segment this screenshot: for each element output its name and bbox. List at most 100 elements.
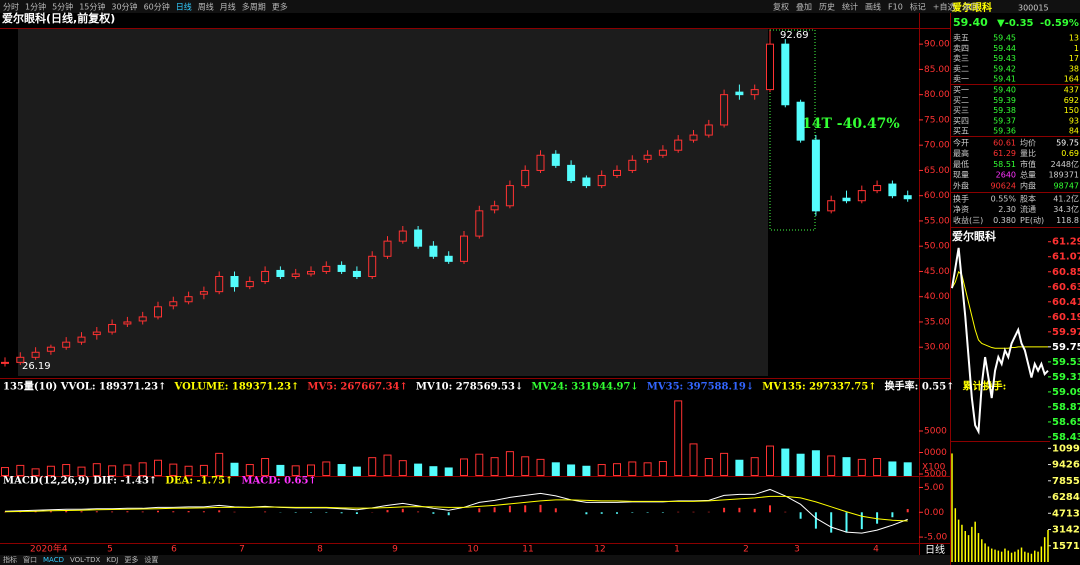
book-volume: 1 bbox=[1074, 44, 1079, 53]
tool[interactable]: 画线 bbox=[865, 2, 881, 12]
candle-body bbox=[398, 230, 407, 242]
tool[interactable]: 统计 bbox=[842, 2, 858, 12]
candle-body bbox=[16, 356, 25, 363]
tool[interactable]: 叠加 bbox=[796, 2, 812, 12]
tool[interactable]: 历史 bbox=[819, 2, 835, 12]
volume-bar bbox=[276, 464, 285, 476]
book-volume: 93 bbox=[1069, 116, 1079, 125]
bottom-tab[interactable]: VOL-TDX bbox=[70, 556, 101, 564]
volume-bar bbox=[505, 451, 514, 477]
candle-body bbox=[46, 346, 55, 352]
volume-bar bbox=[567, 464, 576, 477]
stat-label: PE(动) bbox=[1020, 215, 1044, 225]
stat-label: 净资 bbox=[953, 204, 969, 214]
tab[interactable]: 月线 bbox=[220, 2, 236, 12]
volume-bar bbox=[475, 453, 484, 477]
y-tick-label: 75.00 bbox=[924, 115, 950, 125]
candle-body bbox=[490, 205, 499, 211]
volume-bar bbox=[92, 463, 101, 476]
volume-bar bbox=[704, 458, 713, 476]
volume-bar bbox=[261, 458, 270, 476]
book-label: 卖五 bbox=[953, 34, 969, 43]
tab[interactable]: 多周期 bbox=[242, 2, 266, 12]
tool[interactable]: 标记 bbox=[910, 2, 926, 12]
indicator-value: MV10: 278569.53↓ bbox=[416, 382, 523, 393]
tab[interactable]: 分时 bbox=[3, 2, 19, 12]
candle-body bbox=[766, 43, 774, 91]
candle-body bbox=[811, 139, 820, 212]
tool[interactable]: 返回 bbox=[962, 3, 978, 12]
volume-bar bbox=[215, 452, 224, 476]
price-change: ▼-0.35 bbox=[997, 18, 1034, 29]
annotation: 26.19 bbox=[22, 361, 51, 372]
book-label: 卖三 bbox=[953, 54, 969, 63]
volume-tick-label: 9426 bbox=[1052, 460, 1080, 471]
volume-tick-label: 3142 bbox=[1052, 525, 1080, 536]
candle-body bbox=[674, 139, 683, 151]
indicator-value: MV35: 397588.19↓ bbox=[647, 382, 754, 393]
x-tick-label: 3 bbox=[794, 545, 800, 555]
chart-title: 爱尔眼科(日线,前复权) bbox=[2, 11, 115, 25]
tab[interactable]: 5分钟 bbox=[52, 2, 73, 12]
candle-body bbox=[352, 270, 361, 278]
volume-bar bbox=[536, 458, 545, 477]
volume-bar bbox=[490, 457, 499, 477]
y-tick-label: 59.75 bbox=[1052, 342, 1080, 353]
tab[interactable]: 30分钟 bbox=[111, 2, 137, 12]
candle-body bbox=[658, 149, 667, 156]
candle-body bbox=[322, 265, 331, 272]
volume-bar bbox=[628, 461, 637, 476]
stat-value: 58.51 bbox=[993, 160, 1016, 169]
bottom-tab[interactable]: KDJ bbox=[106, 556, 118, 564]
tab[interactable]: 1分钟 bbox=[25, 2, 46, 12]
volume-bar bbox=[735, 459, 744, 476]
x-tick-label: 4 bbox=[873, 545, 879, 555]
volume-bar bbox=[62, 464, 71, 477]
bottom-tab[interactable]: 设置 bbox=[144, 555, 158, 564]
tab[interactable]: 60分钟 bbox=[144, 2, 170, 12]
bottom-tab[interactable]: MACD bbox=[43, 556, 64, 564]
volume-bar bbox=[245, 464, 254, 477]
tab[interactable]: 15分钟 bbox=[79, 2, 105, 12]
y-tick-label: 61.29 bbox=[1052, 237, 1080, 248]
stat-label: 市值 bbox=[1020, 159, 1036, 169]
book-price: 59.45 bbox=[993, 34, 1016, 43]
candle-body bbox=[460, 235, 468, 262]
stat-label: 今开 bbox=[953, 138, 969, 148]
stat-label: 总量 bbox=[1020, 170, 1036, 180]
annotation: 14T -40.47% bbox=[802, 116, 900, 132]
stat-value: 2448亿 bbox=[1051, 159, 1079, 169]
y-tick-label: 61.07 bbox=[1052, 252, 1080, 263]
book-label: 卖四 bbox=[953, 44, 969, 53]
y-tick-label: 45.00 bbox=[924, 267, 950, 277]
volume-bar bbox=[184, 465, 193, 477]
y-tick-label: 65.00 bbox=[924, 166, 950, 176]
x-tick-label: 11 bbox=[522, 545, 533, 555]
bottom-tab[interactable]: 指标 bbox=[3, 555, 17, 564]
tab[interactable]: 日线 bbox=[176, 2, 192, 12]
volume-bar bbox=[521, 456, 530, 476]
macd-line bbox=[4, 488, 908, 534]
book-label: 买三 bbox=[953, 106, 969, 115]
bottom-tab[interactable]: 更多 bbox=[124, 555, 138, 564]
stat-value: 59.75 bbox=[1056, 139, 1079, 148]
book-volume: 17 bbox=[1069, 54, 1079, 63]
tool[interactable]: 复权 bbox=[773, 2, 789, 12]
tab[interactable]: 周线 bbox=[198, 2, 214, 12]
x-tick-label: 2020年4 bbox=[30, 543, 68, 555]
book-price: 59.37 bbox=[993, 116, 1016, 125]
indicator-value: DEA: -1.75↑ bbox=[165, 476, 233, 487]
candle-body bbox=[781, 43, 790, 106]
book-price: 59.44 bbox=[993, 44, 1016, 53]
tool[interactable]: +自选 bbox=[933, 2, 956, 12]
tool[interactable]: F10 bbox=[888, 3, 903, 12]
book-label: 卖一 bbox=[953, 75, 969, 84]
candle-body bbox=[123, 321, 132, 325]
y-tick-label: 35.00 bbox=[924, 317, 950, 327]
tab[interactable]: 更多 bbox=[272, 2, 288, 12]
volume-bar bbox=[444, 467, 453, 477]
y-tick-label: 90.00 bbox=[924, 40, 950, 50]
y-tick-label: 5000 bbox=[924, 470, 947, 480]
volume-bar bbox=[383, 454, 392, 476]
bottom-tab[interactable]: 窗口 bbox=[23, 555, 37, 564]
